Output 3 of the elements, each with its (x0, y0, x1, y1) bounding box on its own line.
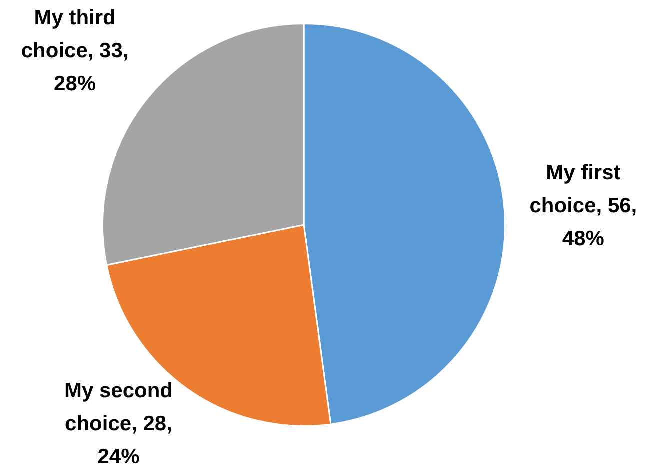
slice-label: My third choice, 33, 28% (21, 6, 129, 96)
slice-label: My second choice, 28, 24% (64, 379, 173, 468)
slice-label: My first choice, 56, 48% (530, 161, 638, 250)
